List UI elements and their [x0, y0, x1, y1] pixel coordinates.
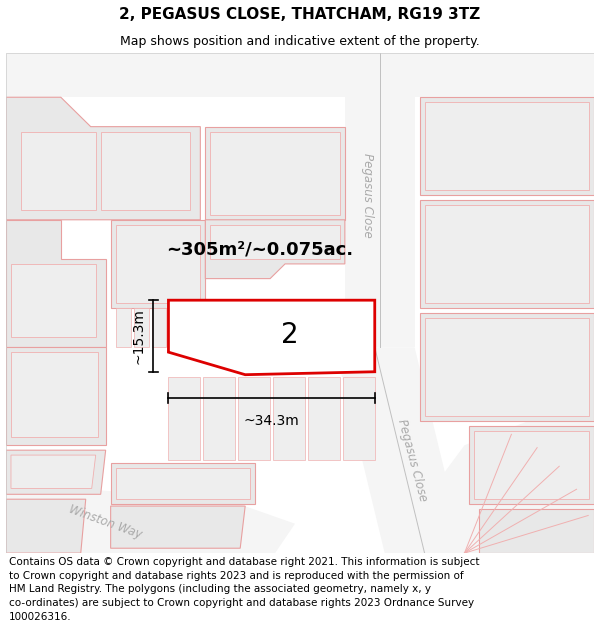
- Text: Pegasus Close: Pegasus Close: [361, 153, 374, 238]
- Polygon shape: [6, 348, 106, 445]
- Polygon shape: [11, 352, 98, 437]
- Text: Pegasus Close: Pegasus Close: [395, 418, 430, 502]
- Polygon shape: [21, 131, 95, 210]
- Polygon shape: [211, 225, 340, 259]
- Text: ~305m²/~0.075ac.: ~305m²/~0.075ac.: [167, 240, 353, 258]
- Polygon shape: [385, 396, 594, 553]
- Polygon shape: [469, 426, 594, 504]
- Polygon shape: [110, 463, 255, 504]
- Polygon shape: [205, 127, 345, 220]
- Polygon shape: [238, 377, 270, 460]
- Polygon shape: [169, 308, 184, 348]
- Polygon shape: [203, 377, 235, 460]
- Polygon shape: [6, 450, 106, 494]
- Polygon shape: [479, 509, 594, 553]
- Polygon shape: [152, 308, 166, 348]
- Polygon shape: [273, 377, 305, 460]
- Polygon shape: [308, 377, 340, 460]
- Polygon shape: [419, 98, 594, 195]
- Text: ~15.3m: ~15.3m: [131, 308, 146, 364]
- Polygon shape: [425, 102, 589, 191]
- Polygon shape: [335, 348, 464, 553]
- Text: Contains OS data © Crown copyright and database right 2021. This information is : Contains OS data © Crown copyright and d…: [9, 557, 479, 621]
- Polygon shape: [11, 264, 95, 338]
- Polygon shape: [425, 205, 589, 303]
- Polygon shape: [345, 53, 415, 348]
- Polygon shape: [169, 300, 375, 375]
- Polygon shape: [343, 377, 375, 460]
- Polygon shape: [419, 313, 594, 421]
- Text: 2: 2: [281, 321, 299, 349]
- Polygon shape: [205, 220, 345, 279]
- Polygon shape: [110, 220, 205, 308]
- Text: Winston Way: Winston Way: [67, 503, 144, 541]
- Polygon shape: [169, 377, 200, 460]
- Polygon shape: [110, 506, 245, 548]
- Polygon shape: [116, 468, 250, 499]
- Polygon shape: [101, 131, 190, 210]
- Polygon shape: [6, 98, 200, 220]
- Text: ~34.3m: ~34.3m: [244, 414, 299, 428]
- Polygon shape: [211, 131, 340, 215]
- Text: 2, PEGASUS CLOSE, THATCHAM, RG19 3TZ: 2, PEGASUS CLOSE, THATCHAM, RG19 3TZ: [119, 8, 481, 22]
- Polygon shape: [6, 484, 295, 553]
- Polygon shape: [425, 318, 589, 416]
- Polygon shape: [6, 53, 594, 98]
- Polygon shape: [11, 455, 95, 488]
- Polygon shape: [6, 499, 86, 553]
- Polygon shape: [187, 308, 202, 348]
- Polygon shape: [116, 225, 200, 303]
- Polygon shape: [134, 308, 149, 348]
- Polygon shape: [6, 220, 106, 348]
- Text: Map shows position and indicative extent of the property.: Map shows position and indicative extent…: [120, 35, 480, 48]
- Polygon shape: [475, 431, 589, 499]
- Polygon shape: [419, 200, 594, 308]
- Polygon shape: [116, 308, 131, 348]
